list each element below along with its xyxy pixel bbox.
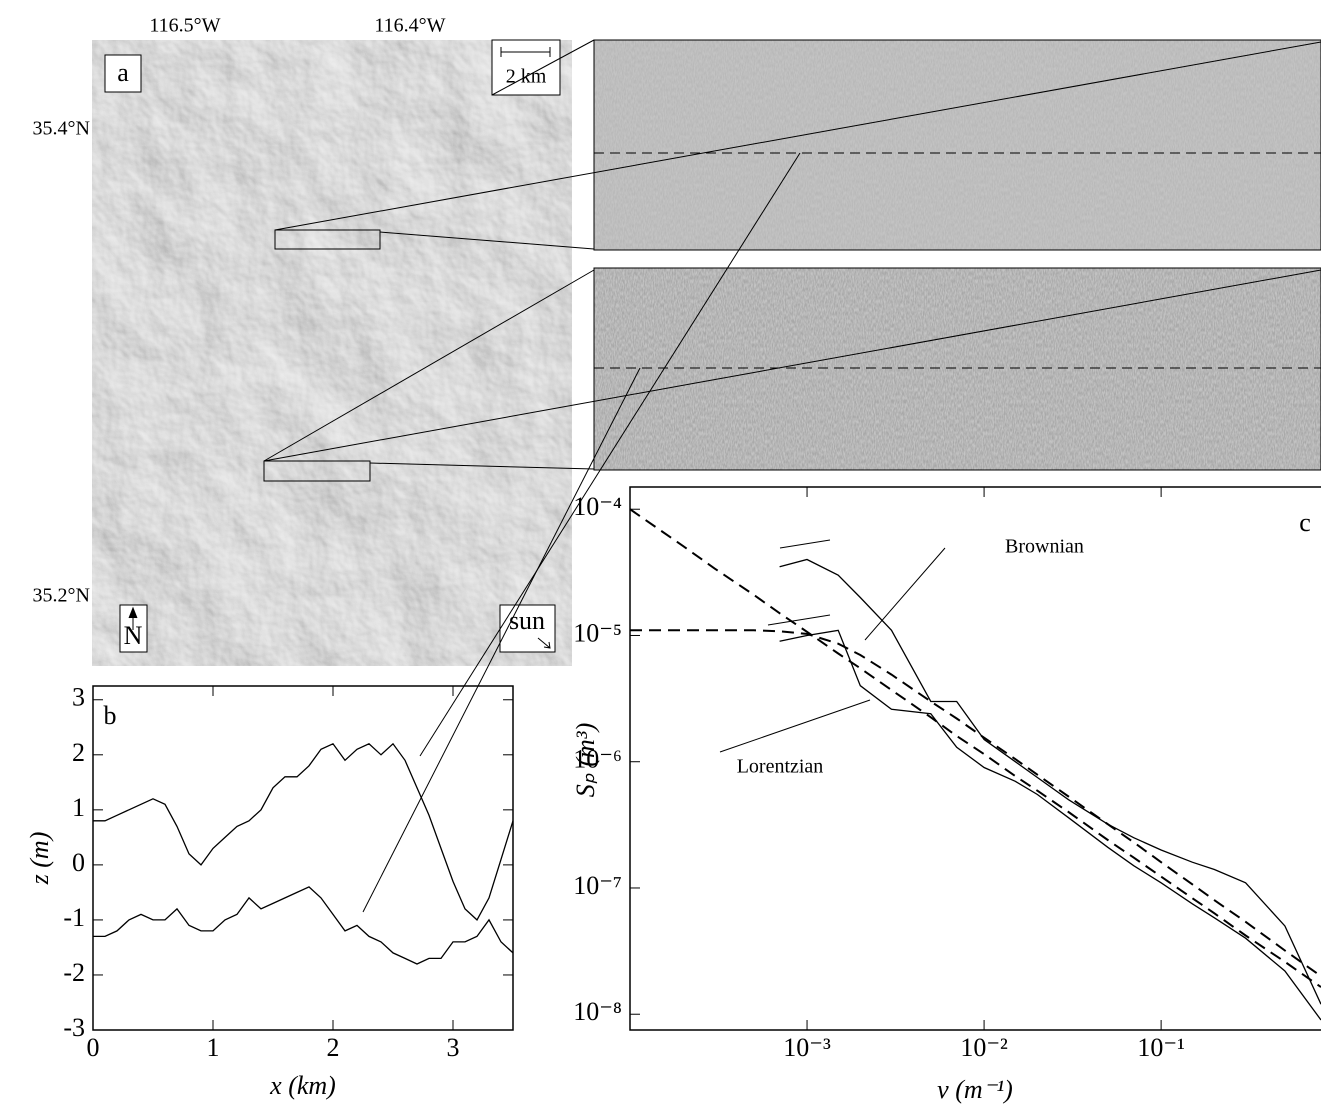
strip-texture (594, 40, 1321, 250)
series-line (93, 742, 514, 921)
panel-label: b (104, 701, 117, 730)
series-line (93, 886, 514, 965)
annotation-leader (719, 539, 946, 753)
y-tick-label: -3 (63, 1013, 85, 1042)
x-tick-label: 1 (207, 1033, 220, 1062)
y-tick-label: 2 (72, 738, 85, 767)
panel-label: c (1299, 508, 1311, 537)
x-tick-label: 0 (87, 1033, 100, 1062)
y-tick-label: 1 (72, 793, 85, 822)
y-tick-label: 3 (72, 683, 85, 712)
series-line (779, 558, 1321, 1005)
lon-label: 116.4°W (374, 15, 445, 37)
relief-shading (92, 40, 572, 666)
sun-label: sun (509, 606, 545, 635)
x-axis-label: x (km) (269, 1071, 336, 1100)
north-label: N (124, 621, 143, 650)
strip-texture (594, 268, 1321, 470)
x-tick-label: 3 (447, 1033, 460, 1062)
y-tick-label: 0 (72, 848, 85, 877)
y-tick-label: -2 (63, 958, 85, 987)
y-axis-label: z (m) (25, 832, 54, 886)
lat-label: 35.2°N (33, 585, 90, 607)
y-tick-label: -1 (63, 903, 85, 932)
y-tick-label: 10⁻⁴ (573, 492, 622, 521)
scale-bar (500, 47, 551, 57)
strip-outline (274, 229, 381, 250)
strip-frame (593, 39, 1321, 251)
lon-label: 116.5°W (149, 15, 220, 37)
strip-outline (263, 460, 371, 482)
annotation: Lorentzian (737, 756, 824, 778)
x-tick-label: 10⁻¹ (1137, 1033, 1185, 1062)
x-tick-label: 10⁻² (960, 1033, 1008, 1062)
series-line (629, 508, 1321, 988)
x-axis-label: ν (m⁻¹) (937, 1075, 1013, 1104)
y-tick-label: 10⁻⁷ (573, 871, 622, 900)
strip-frame (593, 267, 1321, 471)
annotation: Brownian (1005, 536, 1084, 558)
plot-frame (629, 486, 1321, 1031)
y-tick-label: 10⁻⁸ (573, 997, 622, 1026)
y-tick-label: 10⁻⁵ (573, 618, 622, 647)
series-line (630, 629, 1321, 978)
plot-frame (92, 685, 514, 1031)
north-arrow (128, 606, 138, 630)
series-line (779, 629, 1321, 1021)
label-box (104, 54, 142, 93)
y-axis-label: Sₚ (m³) (571, 723, 600, 798)
lat-label: 35.4°N (33, 118, 90, 140)
x-tick-label: 10⁻³ (783, 1033, 831, 1062)
sun-arrow (537, 637, 551, 649)
x-tick-label: 2 (327, 1033, 340, 1062)
panel-label: a (117, 58, 129, 87)
y-tick-label: 10⁻⁶ (573, 745, 622, 774)
connectors (263, 39, 1321, 913)
scale-box (491, 39, 561, 96)
